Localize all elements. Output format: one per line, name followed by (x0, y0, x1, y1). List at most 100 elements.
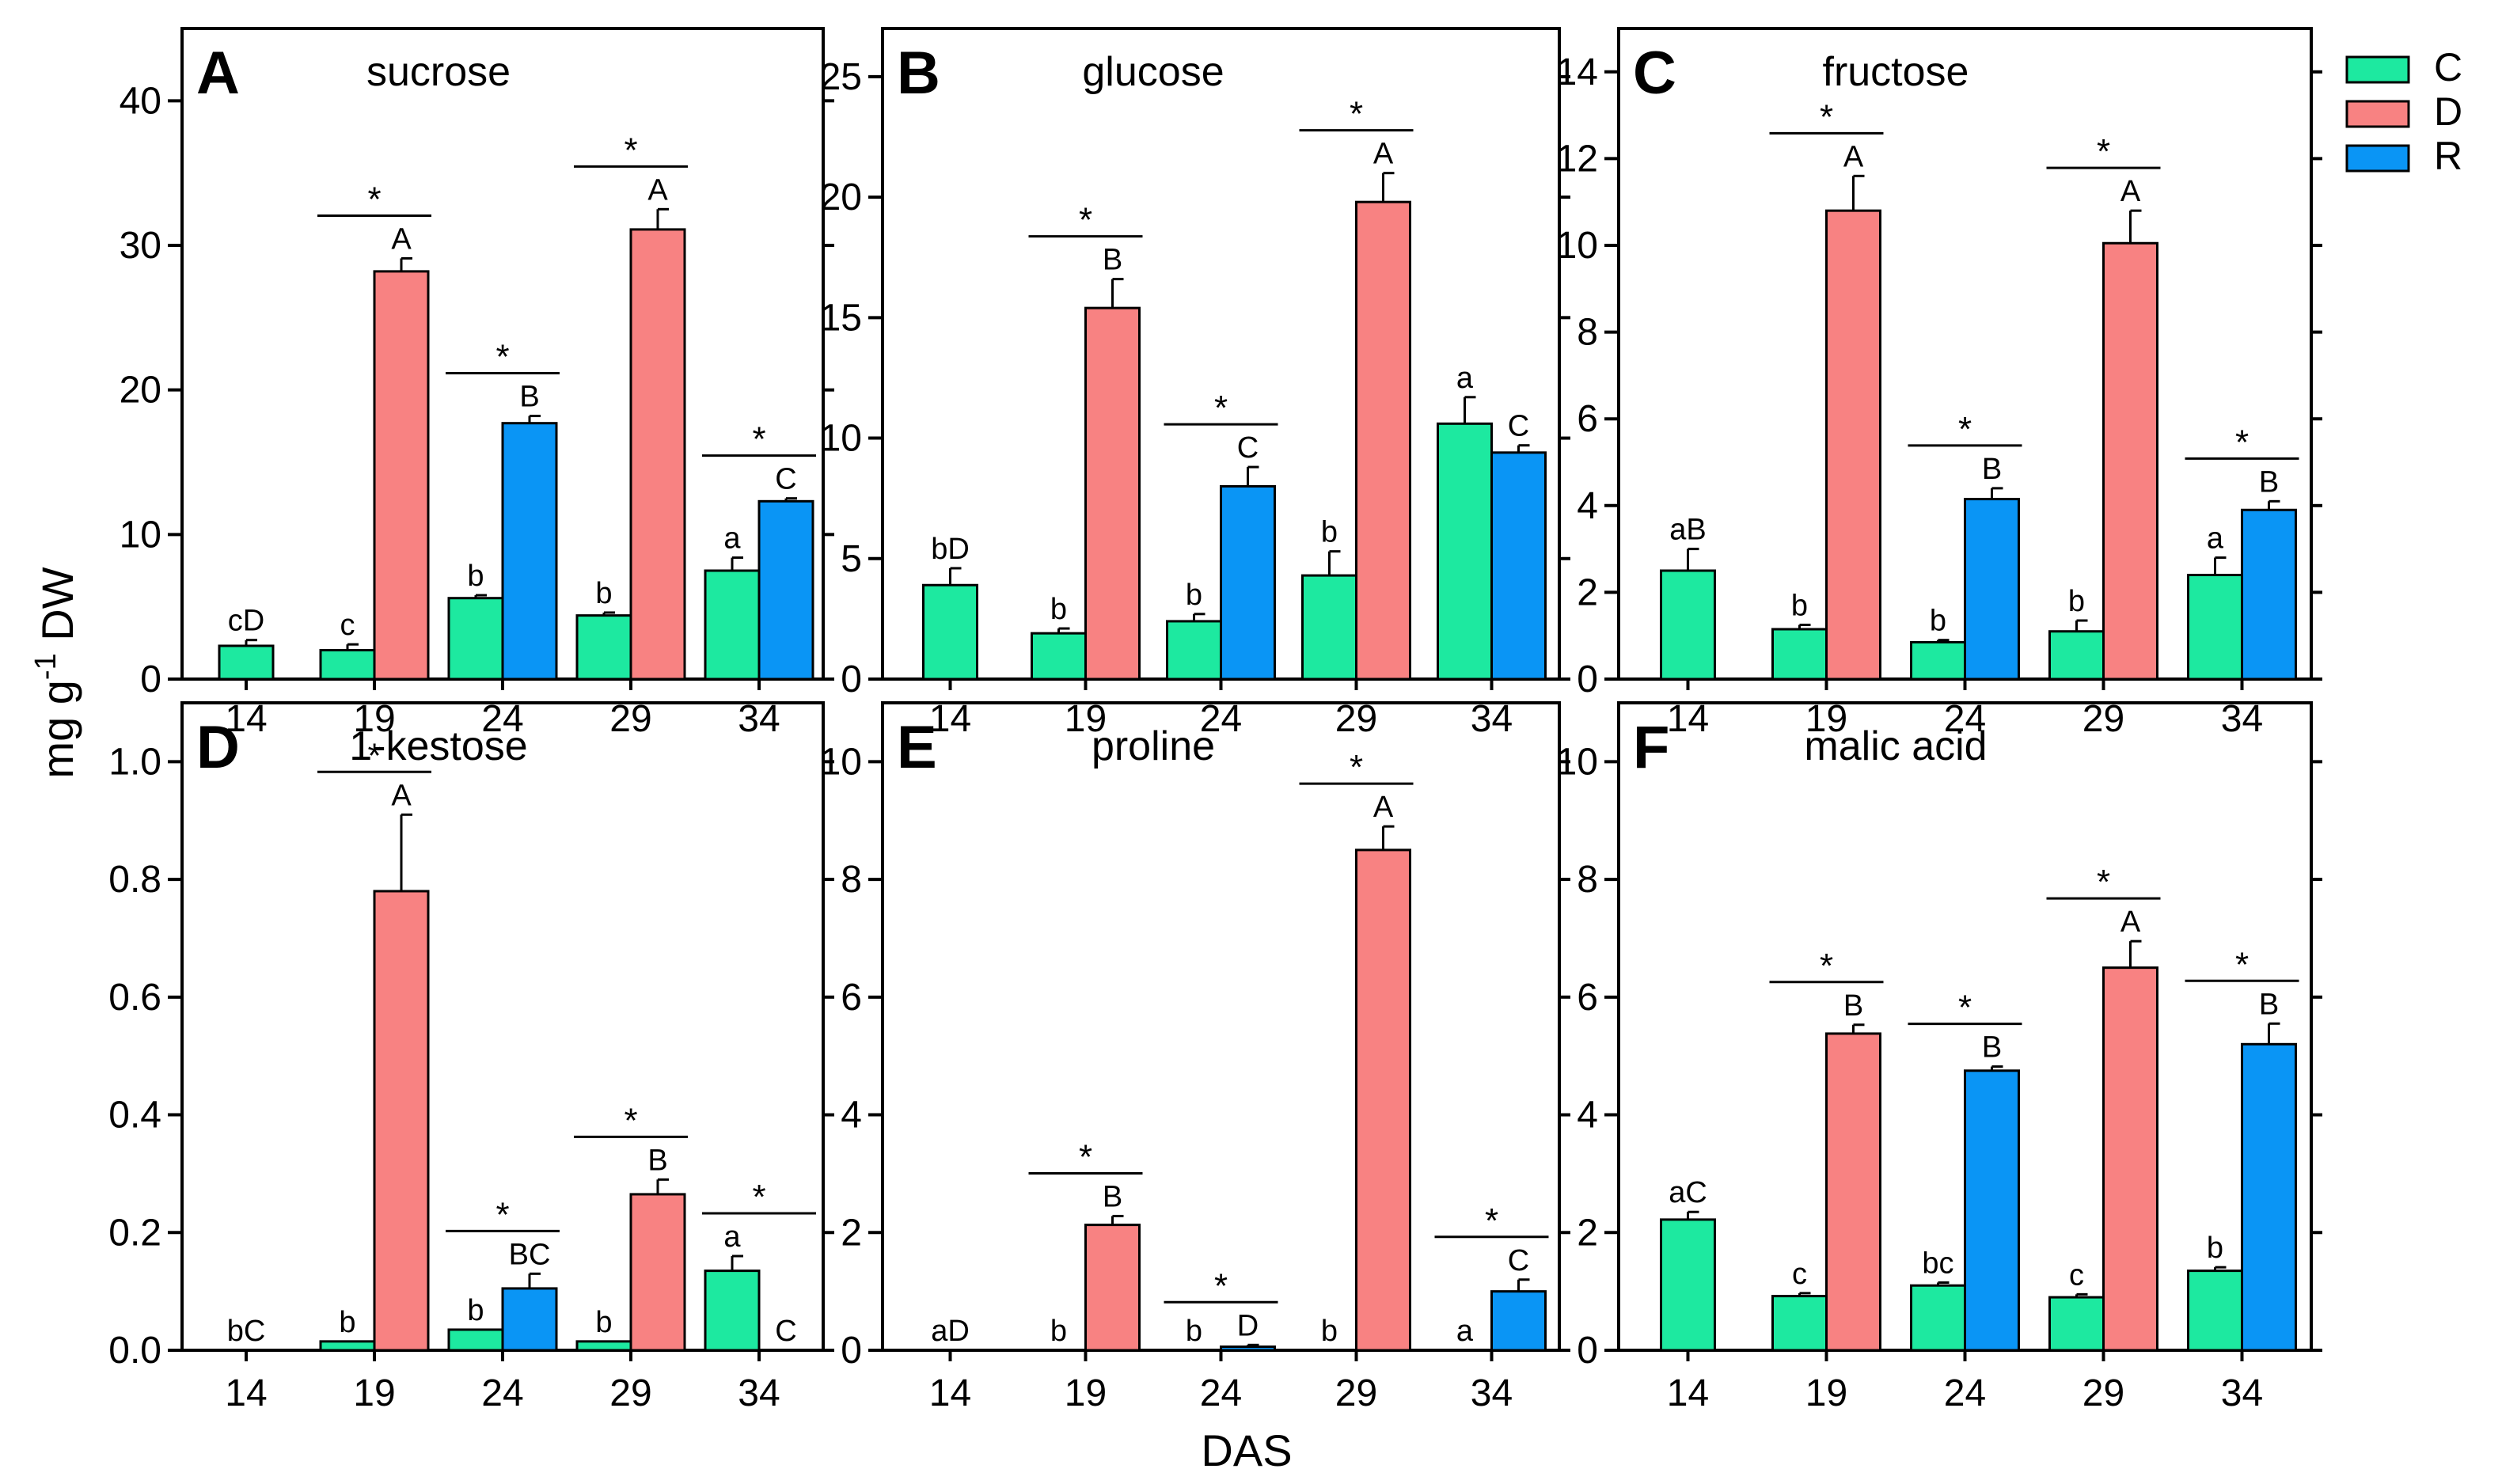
significance-letter: B (2259, 988, 2279, 1021)
bar-c (1166, 620, 1222, 681)
y-tick-label: 0 (1577, 1330, 1598, 1372)
bar-r (1490, 1290, 1547, 1352)
bar-c (704, 1270, 761, 1352)
x-tick-label: 29 (1335, 1372, 1377, 1414)
significance-star: * (1214, 389, 1228, 427)
significance-letter: A (2120, 175, 2141, 208)
x-tick-label: 24 (1944, 1372, 1986, 1414)
panel-letter: D (196, 714, 240, 781)
significance-letter: b (2068, 585, 2085, 618)
significance-letter: b (339, 1306, 355, 1339)
legend-label: D (2434, 89, 2462, 134)
x-tick-label: 19 (1805, 698, 1847, 740)
significance-letter: b (467, 560, 484, 593)
y-tick-label: 8 (1577, 312, 1598, 354)
bar-c (1910, 640, 1966, 681)
x-axis-title: DAS (1201, 1425, 1292, 1475)
significance-letter: B (2259, 465, 2279, 499)
significance-letter: A (647, 173, 668, 207)
x-tick-label: 14 (1667, 1372, 1709, 1414)
bar-c (1301, 574, 1357, 681)
bar-c (1660, 1218, 1716, 1352)
significance-letter: A (391, 222, 412, 256)
significance-star: * (495, 338, 509, 377)
significance-letter: cD (228, 605, 264, 638)
y-tick-label: 6 (841, 977, 862, 1019)
bar-c (1771, 1295, 1828, 1352)
bar-c (319, 648, 376, 681)
panel-letter: F (1633, 714, 1669, 781)
x-tick-label: 24 (1200, 1372, 1242, 1414)
x-tick-label: 24 (1944, 698, 1986, 740)
y-tick-label: 10 (820, 418, 862, 460)
significance-letter: b (1930, 605, 1946, 638)
significance-star: * (2235, 945, 2249, 984)
significance-letter: C (1508, 410, 1529, 443)
y-tick-label: 20 (820, 176, 862, 218)
significance-star: * (1214, 1266, 1228, 1305)
bar-c (922, 583, 978, 681)
bar-c (704, 569, 761, 681)
y-tick-label: 40 (120, 80, 161, 122)
significance-star: * (1350, 95, 1363, 134)
y-tick-label: 2 (841, 1212, 862, 1254)
y-tick-label: 0.2 (108, 1212, 161, 1254)
significance-letter: a (2207, 522, 2224, 556)
y-tick-label: 0.0 (108, 1330, 161, 1372)
y-tick-label: 0 (140, 659, 161, 700)
x-tick-label: 14 (1667, 698, 1709, 740)
significance-star: * (1350, 748, 1363, 787)
bar-c (319, 1340, 376, 1352)
legend-swatch-r (2345, 144, 2410, 173)
significance-letter: B (647, 1144, 667, 1177)
x-tick-label: 34 (2221, 698, 2263, 740)
significance-star: * (1820, 947, 1833, 985)
bar-r (1220, 484, 1276, 681)
y-tick-label: 25 (820, 56, 862, 98)
significance-letter: A (2120, 905, 2141, 939)
y-tick-label: 6 (1577, 398, 1598, 440)
panel-letter: E (897, 714, 937, 781)
panel-letter: A (196, 40, 240, 107)
x-tick-label: 34 (2221, 1372, 2263, 1414)
y-tick-label: 0.6 (108, 977, 161, 1019)
significance-letter: bC (227, 1315, 266, 1348)
y-tick-label: 0 (1577, 659, 1598, 700)
significance-star: * (752, 1178, 765, 1216)
significance-letter: b (2207, 1232, 2223, 1265)
panel-title: malic acid (1804, 723, 1987, 769)
significance-star: * (367, 180, 381, 218)
significance-letter: C (1237, 431, 1259, 465)
panel-letter: C (1633, 40, 1676, 107)
bar-d (1084, 306, 1141, 681)
x-tick-label: 19 (353, 1372, 395, 1414)
x-tick-label: 34 (738, 698, 780, 740)
bar-c (2187, 1270, 2243, 1352)
bar-c (447, 597, 504, 681)
y-tick-label: 10 (1556, 741, 1598, 783)
bar-c (1660, 569, 1716, 681)
x-tick-label: 14 (929, 698, 971, 740)
significance-letter: D (1237, 1309, 1259, 1342)
x-tick-label: 29 (1335, 698, 1377, 740)
significance-letter: aC (1669, 1176, 1707, 1209)
x-tick-label: 34 (1471, 1372, 1513, 1414)
bar-c (575, 614, 632, 681)
significance-letter: A (1373, 791, 1394, 824)
y-tick-label: 4 (1577, 1095, 1598, 1137)
bar-r (2241, 508, 2297, 681)
x-tick-label: 34 (1471, 698, 1513, 740)
bar-c (447, 1328, 504, 1352)
significance-letter: C (775, 463, 796, 496)
y-tick-label: 0 (841, 659, 862, 700)
significance-star: * (2097, 863, 2110, 901)
bar-r (1964, 1069, 2020, 1352)
significance-letter: C (775, 1315, 796, 1348)
y-tick-label: 8 (1577, 859, 1598, 901)
significance-letter: B (1843, 989, 1863, 1023)
bar-r (1220, 1345, 1276, 1352)
significance-letter: a (723, 522, 741, 556)
significance-letter: c (340, 609, 355, 642)
significance-letter: aB (1669, 514, 1706, 547)
